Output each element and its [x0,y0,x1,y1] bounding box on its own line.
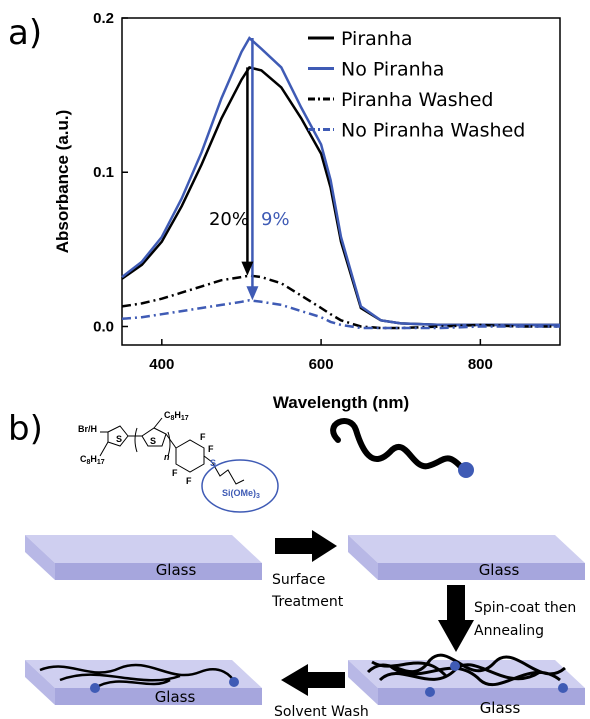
series-line [121,299,560,330]
side-chain: C8H17 [80,454,105,466]
side-chain: C8H17 [164,410,189,422]
fluorine: F [208,444,214,454]
glass-label: Glass [480,699,521,717]
anchor-dot [229,677,239,687]
anchor-dot [450,661,460,671]
series-line [121,274,560,330]
glass-label: Glass [156,561,197,579]
y-tick-label: 0.2 [93,10,114,27]
x-tick-label: 600 [309,356,334,373]
anchor-dot [558,683,568,693]
arrow-head [241,261,254,276]
legend-label: No Piranha [341,59,444,81]
plot-frame [121,17,561,346]
polymer [330,418,465,471]
end-group: Br/H [78,424,97,434]
chart: 400 600 800 0.0 0.1 0.2 Wavelength (nm) Absorba… [53,10,561,412]
step-label: Solvent Wash [274,704,369,719]
arrow [438,585,474,652]
x-axis-label: Wavelength (nm) [273,393,409,412]
repeat: n [164,452,170,462]
step-label: Annealing [474,623,544,639]
annotation: 9% [261,209,290,230]
glass-slab [25,660,262,705]
step-label: Surface [272,572,325,588]
sulfur: S [150,436,156,446]
annotation: 20% [209,209,249,230]
glass-slab [25,535,262,580]
glass-slab [348,535,585,580]
anchor: Si(OMe)3 [222,488,260,500]
fluorine: F [200,432,206,442]
panel-label: a) [8,13,42,53]
sulfur: S [210,458,216,468]
step-label: Treatment [271,594,344,610]
legend-label: Piranha Washed [341,89,493,111]
anchor-dot [425,687,435,697]
x-tick-label: 800 [468,356,493,373]
arrow-head [246,286,259,301]
diagram: b) Br/H S S S C8H17 C8H17 n F F F F Si(O… [8,409,585,719]
glass-label: Glass [479,561,520,579]
arrow [275,530,337,562]
arrow [281,664,345,696]
anchor-dot [458,462,474,478]
sulfur: S [116,434,122,444]
legend-label: Piranha [341,28,413,50]
legend-label: No Piranha Washed [341,120,525,142]
structure-bonds [99,417,245,485]
series-line [121,36,560,327]
y-tick-label: 0.0 [93,318,114,335]
y-axis-label: Absorbance (a.u.) [53,110,72,254]
fluorine: F [172,468,178,478]
glass-label: Glass [155,688,196,706]
anchor-dot [90,683,100,693]
step-label: Spin-coat then [474,600,576,616]
y-tick-label: 0.1 [93,164,114,181]
x-tick-label: 400 [149,356,174,373]
glass-slab [348,660,585,705]
fluorine: F [186,476,192,486]
washed-film [39,663,236,690]
anchor-ring [201,459,279,513]
panel-label: b) [8,409,43,449]
